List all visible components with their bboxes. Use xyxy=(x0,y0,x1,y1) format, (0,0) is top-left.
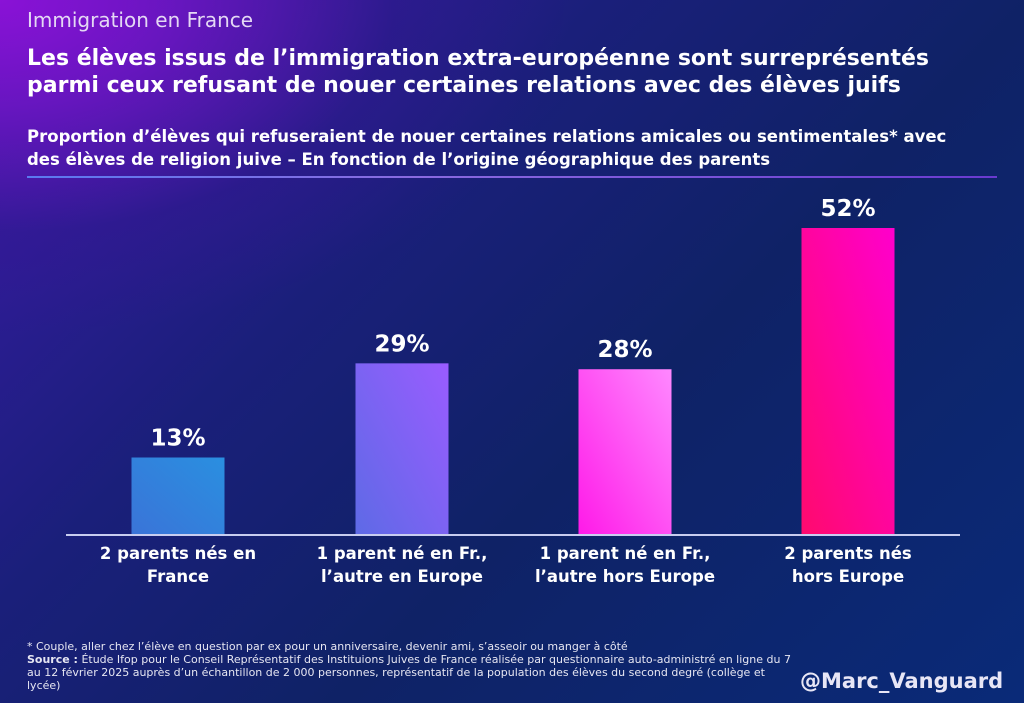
category-label-3-line-2: l’autre hors Europe xyxy=(535,567,715,586)
kicker-label: Immigration en France xyxy=(27,8,254,32)
value-label-2: 29% xyxy=(374,331,429,357)
bar-4 xyxy=(801,228,895,534)
value-label-1: 13% xyxy=(150,426,205,452)
category-label-4-line-2: hors Europe xyxy=(792,567,904,586)
author-handle: @Marc_Vanguard xyxy=(800,669,1004,693)
category-label-1-line-1: 2 parents nés en xyxy=(100,544,256,563)
category-label-4-line-1: 2 parents nés xyxy=(784,544,912,563)
subtitle-line-2: des élèves de religion juive – En foncti… xyxy=(27,150,771,169)
value-label-4: 52% xyxy=(820,196,875,222)
category-label-1-line-2: France xyxy=(147,567,209,586)
category-label-2-line-1: 1 parent né en Fr., xyxy=(317,544,488,563)
title-line-1: Les élèves issus de l’immigration extra-… xyxy=(27,46,929,71)
divider xyxy=(27,176,997,178)
footnote-asterisk: * Couple, aller chez l’élève en question… xyxy=(27,640,628,653)
page-title: Les élèves issus de l’immigration extra-… xyxy=(27,45,1007,99)
value-labels-group: 13% 29% 28% 52% xyxy=(150,196,875,452)
category-label-3-line-1: 1 parent né en Fr., xyxy=(540,544,711,563)
value-label-3: 28% xyxy=(597,337,652,363)
bars-group xyxy=(131,228,895,534)
title-line-2: parmi ceux refusant de nouer certaines r… xyxy=(27,73,901,98)
bar-2 xyxy=(355,363,449,534)
bar-1 xyxy=(131,457,225,534)
source-note: Source : Étude Ifop pour le Conseil Repr… xyxy=(27,653,797,692)
subtitle-line-1: Proportion d’élèves qui refuseraient de … xyxy=(27,127,947,146)
source-text: Étude Ifop pour le Conseil Représentatif… xyxy=(27,653,791,692)
category-label-2-line-2: l’autre en Europe xyxy=(321,567,483,586)
bar-3 xyxy=(578,369,672,534)
source-label: Source : xyxy=(27,653,78,666)
bar-chart: 13% 29% 28% 52% 2 parents nés en France 1 par… xyxy=(66,196,960,586)
chart-subtitle: Proportion d’élèves qui refuseraient de … xyxy=(27,125,946,171)
footnote: * Couple, aller chez l’élève en question… xyxy=(27,640,797,692)
category-labels-group: 2 parents nés en France 1 parent né en Fr.… xyxy=(100,544,912,586)
